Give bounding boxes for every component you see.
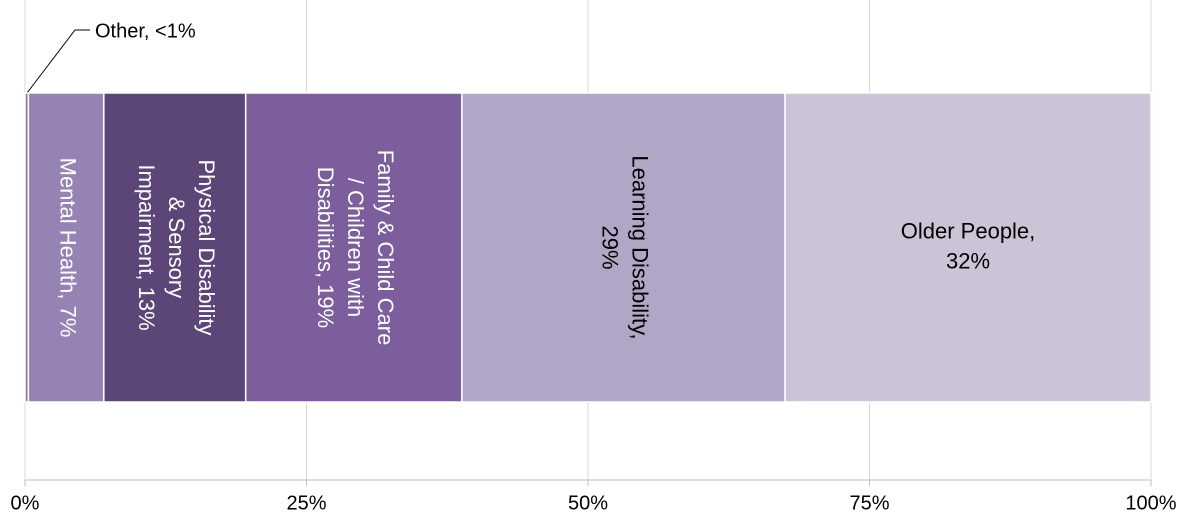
segment-label: Learning Disability, <box>628 155 653 339</box>
bar-segment <box>27 92 105 403</box>
segment-label: 29% <box>598 225 623 269</box>
x-tick-label: 75% <box>849 492 889 514</box>
segment-label: 32% <box>946 248 990 273</box>
segment-label: Mental Health, 7% <box>55 158 80 338</box>
bar-segment <box>784 92 1152 403</box>
segment-label-group: Older People, 32% <box>901 218 1036 273</box>
x-tick-label: 25% <box>286 492 326 514</box>
segment-label-group: Mental Health, 7% <box>55 158 80 338</box>
segment-label-group: Physical Disability& SensoryImpairment, … <box>134 159 219 335</box>
leader-line <box>26 29 90 94</box>
segment-label: Disabilities, 19% <box>313 167 338 328</box>
segment-label: Family & Child Care <box>373 150 398 346</box>
segment-label: Physical Disability <box>194 159 219 335</box>
bar-segment <box>461 92 786 403</box>
segment-label: / Children with <box>343 178 368 317</box>
x-tick-label: 50% <box>568 492 608 514</box>
bar-segment <box>244 92 463 403</box>
segment-label-group: Learning Disability,29% <box>598 155 653 339</box>
x-tick-label: 100% <box>1125 492 1176 514</box>
segment-label: Impairment, 13% <box>134 164 159 330</box>
bar-segment <box>103 92 247 403</box>
segment-label: Other, <1% <box>95 20 196 42</box>
segment-label: & Sensory <box>164 197 189 299</box>
segment-label: Older People, <box>901 218 1036 243</box>
x-tick-label: 0% <box>11 492 40 514</box>
segment-label-group: Family & Child Care/ Children withDisabi… <box>313 150 398 346</box>
